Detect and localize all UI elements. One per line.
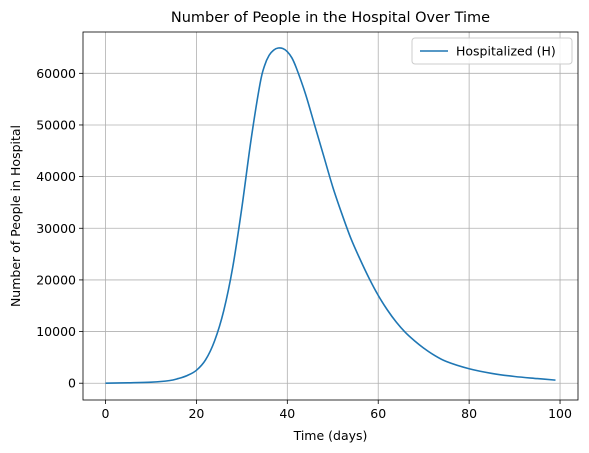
y-tick-label: 10000	[36, 324, 76, 339]
y-tick-label: 30000	[36, 221, 76, 236]
y-axis-title: Number of People in Hospital	[8, 125, 23, 307]
y-tick-label: 60000	[36, 66, 76, 81]
y-tick-label: 0	[68, 376, 76, 391]
x-tick-label: 20	[188, 406, 204, 421]
tick-marks: 0 20 40 60 80 100 0 10000 20000 30000 40000 50000 60…	[36, 66, 572, 421]
legend-label: Hospitalized (H)	[456, 44, 556, 59]
chart-title: Number of People in the Hospital Over Ti…	[171, 10, 490, 26]
x-tick-label: 60	[370, 406, 386, 421]
y-tick-label: 20000	[36, 272, 76, 287]
legend-box	[411, 37, 573, 65]
series-layer	[105, 47, 556, 385]
y-tick-label: 50000	[36, 117, 76, 132]
x-tick-label: 80	[461, 406, 477, 421]
y-tick-label: 40000	[36, 169, 76, 184]
x-axis-title: Time (days)	[293, 428, 368, 443]
series-line-hospitalized	[105, 47, 556, 385]
x-tick-label: 100	[548, 406, 572, 421]
legend: Hospitalized (H)	[411, 37, 573, 65]
grid-lines	[83, 32, 578, 400]
x-tick-label: 40	[279, 406, 295, 421]
x-tick-label: 0	[102, 406, 110, 421]
plot-frame	[82, 31, 579, 401]
